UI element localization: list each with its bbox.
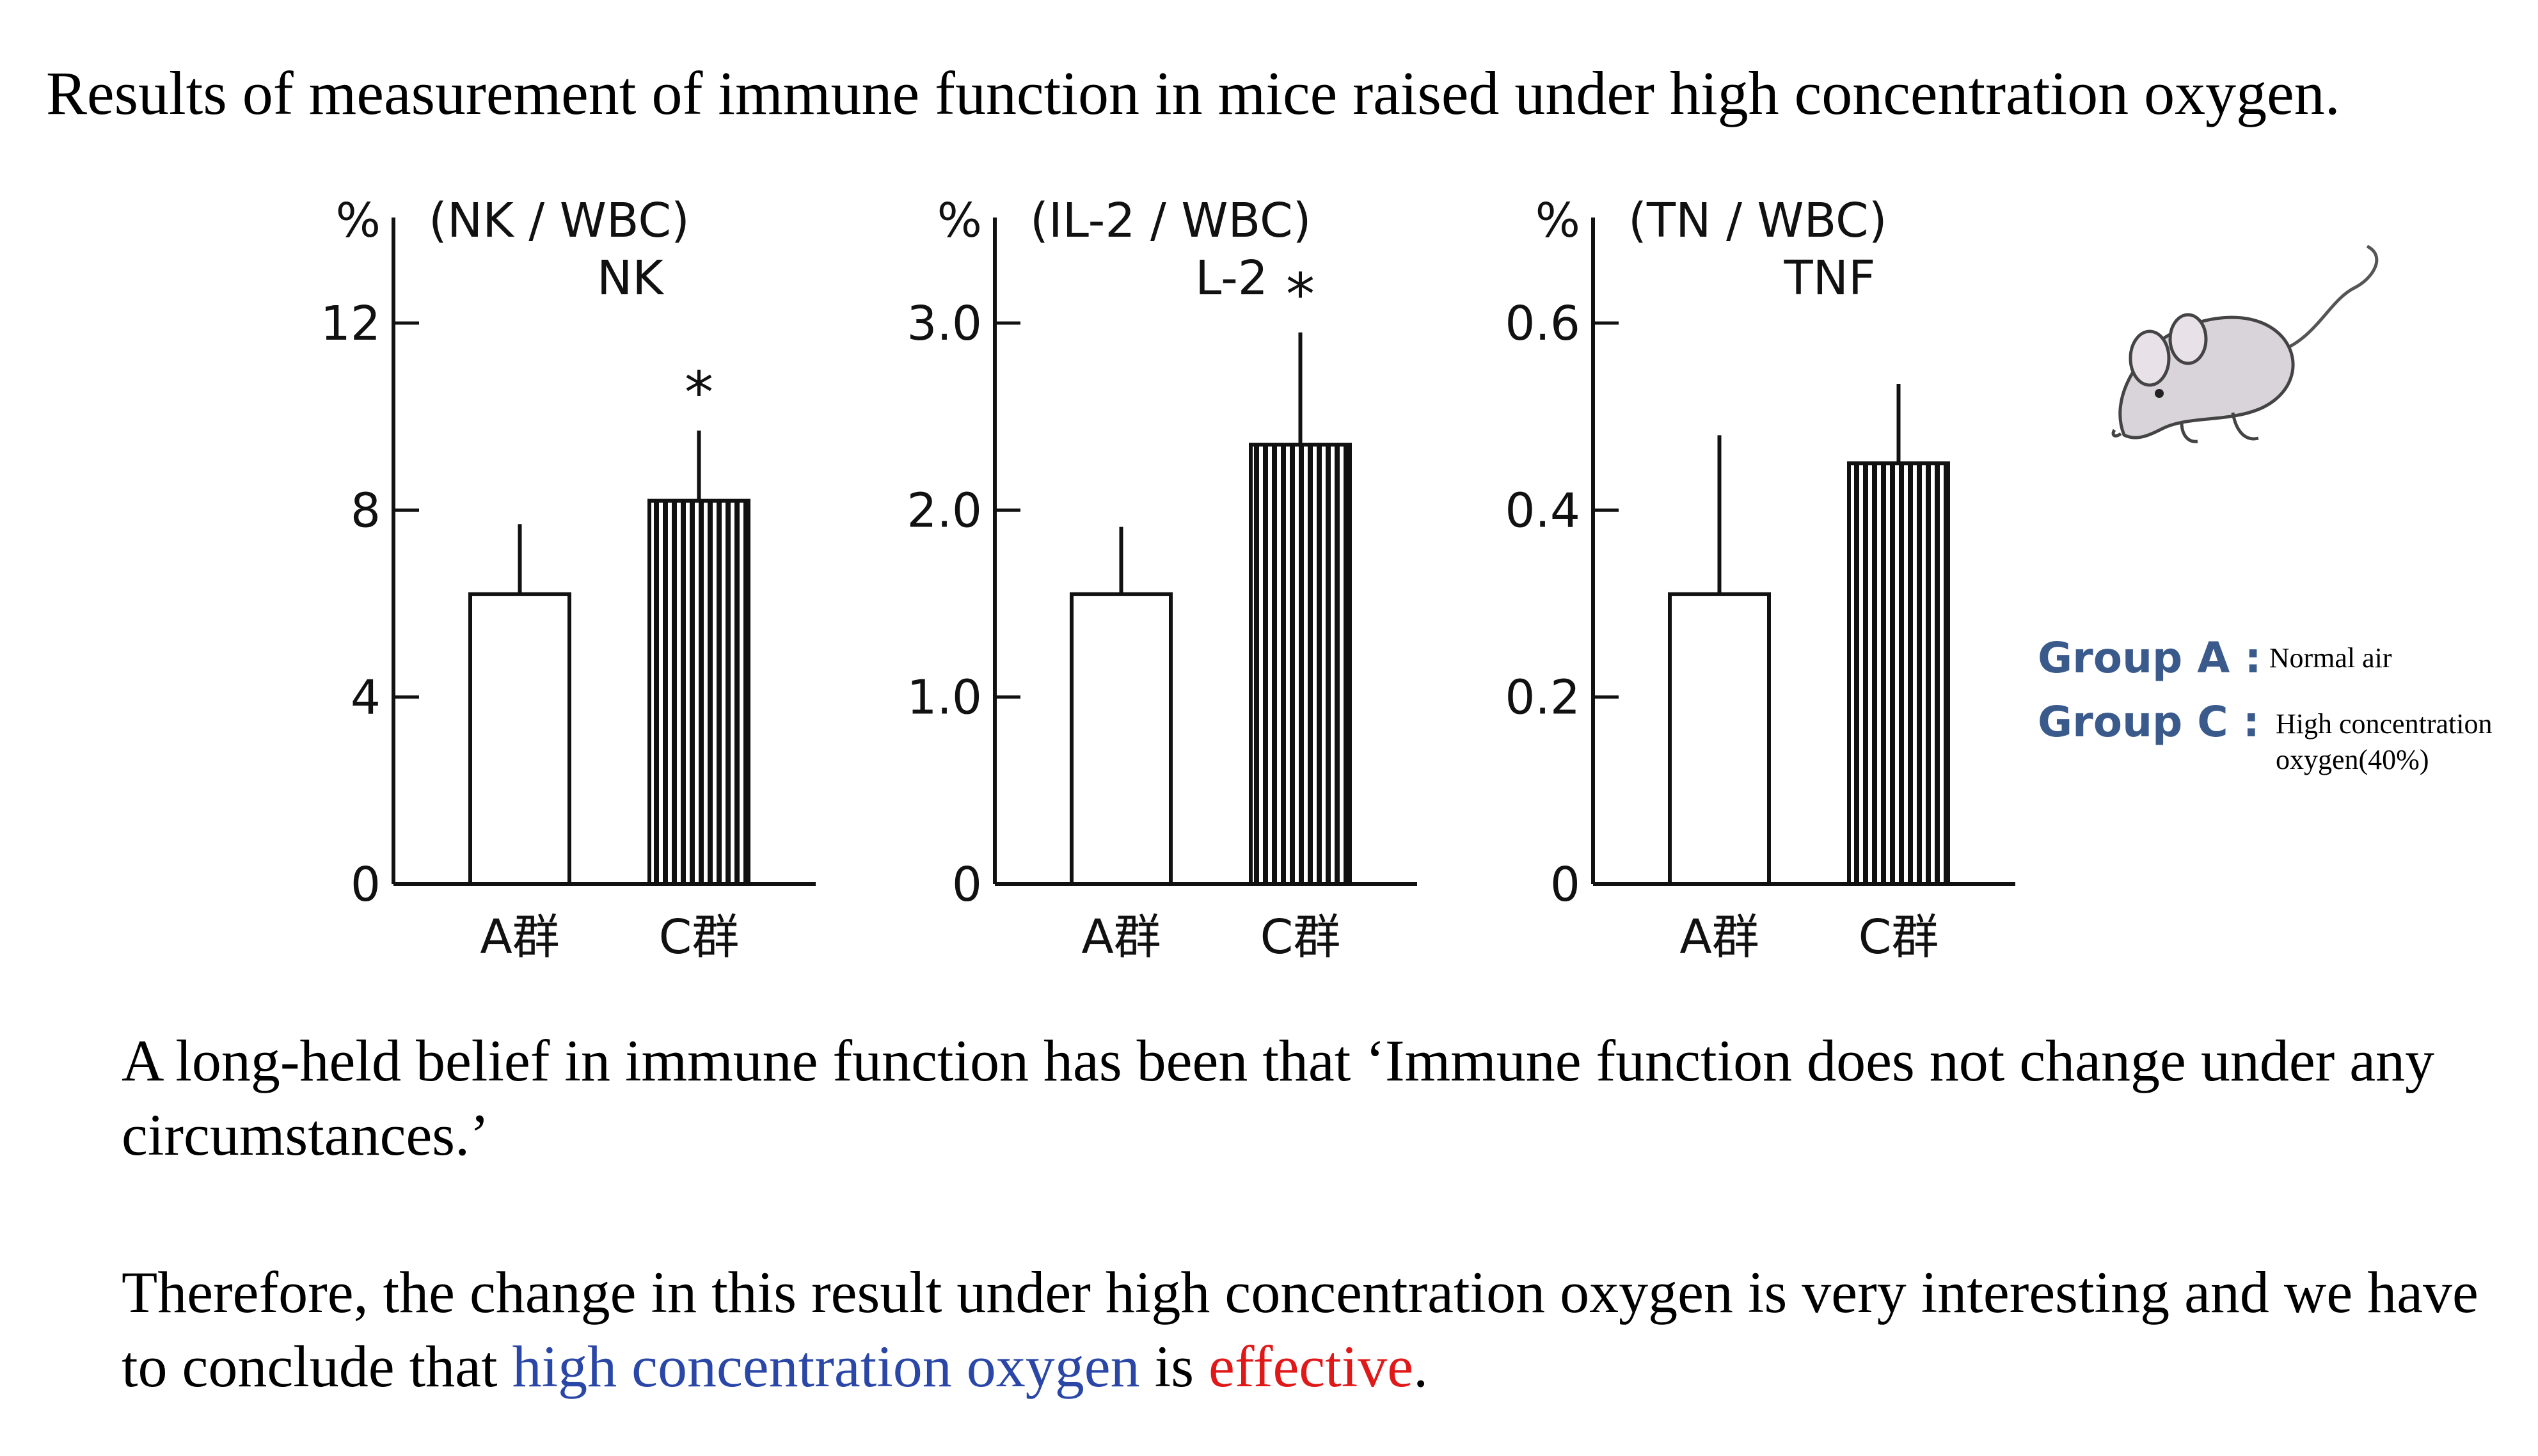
chart-panel-1: 0 4 8 12% (NK / WBC)NK A群 * C群 bbox=[321, 193, 816, 965]
page-title: Results of measurement of immune functio… bbox=[46, 59, 2340, 127]
x-tick-label: A群 bbox=[1081, 910, 1161, 965]
bar-group-c bbox=[1249, 443, 1352, 886]
paragraph-conclusion: Therefore, the change in this result und… bbox=[122, 1255, 2489, 1404]
y-tick-label: 0.2 bbox=[1505, 670, 1580, 725]
y-tick-label: 4 bbox=[351, 670, 381, 725]
x-tick-label: A群 bbox=[480, 910, 560, 965]
y-tick-label: 0.4 bbox=[1505, 483, 1580, 538]
paragraph-conclusion-middle: is bbox=[1139, 1334, 1209, 1399]
y-unit-label: % bbox=[336, 193, 381, 248]
paragraph-conclusion-text: Therefore, the change in this result und… bbox=[122, 1260, 2479, 1399]
legend-group-c-label: Group C : bbox=[2038, 697, 2260, 747]
bar-group-c bbox=[647, 498, 750, 886]
chart-title: L-2 bbox=[1195, 251, 1268, 306]
bar-group-a bbox=[1668, 592, 1771, 887]
mouse-leg-front bbox=[2180, 422, 2198, 443]
mouse-ear-left bbox=[2129, 329, 2171, 387]
chart-panel-3: 0 0.2 0.4 0.6% (TN / WBC)TNF A群 C群 bbox=[1505, 193, 2015, 965]
bar-group-c bbox=[1847, 461, 1950, 886]
mouse-eye bbox=[2155, 389, 2164, 398]
legend-group-a-label: Group A : bbox=[2038, 633, 2262, 683]
significance-marker: * bbox=[1286, 262, 1315, 329]
legend-group-c-value: High concentration oxygen(40%) bbox=[2276, 706, 2492, 778]
mouse-tail bbox=[2277, 244, 2379, 354]
mouse-nose bbox=[2111, 429, 2122, 438]
highlight-high-concentration-oxygen: high concentration oxygen bbox=[512, 1334, 1140, 1399]
legend-group-a-value: Normal air bbox=[2269, 642, 2392, 674]
y-axis-label: (TN / WBC) bbox=[1628, 193, 1887, 248]
y-tick-label: 8 bbox=[351, 483, 381, 538]
y-tick-label: 0 bbox=[351, 857, 381, 912]
chart-title: TNF bbox=[1783, 251, 1875, 306]
mouse-illustration bbox=[2111, 244, 2379, 443]
x-tick-label: C群 bbox=[1260, 910, 1341, 965]
paragraph-conclusion-suffix: . bbox=[1413, 1334, 1429, 1399]
bar-group-a bbox=[468, 592, 571, 887]
y-axis-label: (NK / WBC) bbox=[429, 193, 690, 248]
y-tick-label: 0 bbox=[952, 857, 982, 912]
y-axis-label: (IL-2 / WBC) bbox=[1030, 193, 1312, 248]
legend-group-c-value-line2: oxygen(40%) bbox=[2276, 744, 2429, 775]
mouse-leg-back bbox=[2231, 412, 2259, 441]
legend-group-a: Group A : Normal air bbox=[2038, 633, 2392, 683]
x-tick-label: C群 bbox=[659, 910, 740, 965]
mouse-ear-right bbox=[2168, 313, 2208, 365]
chart-title: NK bbox=[597, 251, 665, 306]
x-tick-label: A群 bbox=[1679, 910, 1759, 965]
y-tick-label: 0.6 bbox=[1505, 296, 1580, 351]
legend-group-c: Group C : bbox=[2038, 697, 2260, 747]
legend-group-c-value-line1: High concentration bbox=[2276, 708, 2493, 740]
y-unit-label: % bbox=[937, 193, 982, 248]
significance-marker: * bbox=[685, 360, 713, 427]
highlight-effective: effective bbox=[1209, 1334, 1414, 1399]
y-unit-label: % bbox=[1535, 193, 1580, 248]
y-tick-label: 2.0 bbox=[907, 483, 982, 538]
paragraph-belief: A long-held belief in immune function ha… bbox=[122, 1028, 2435, 1167]
y-tick-label: 1.0 bbox=[907, 670, 982, 725]
chart-panel-2: 0 1.0 2.0 3.0% (IL-2 / WBC)L-2 A群 * C群 bbox=[907, 193, 1417, 965]
y-tick-label: 3.0 bbox=[907, 296, 982, 351]
x-tick-label: C群 bbox=[1859, 910, 1939, 965]
y-tick-label: 0 bbox=[1550, 857, 1580, 912]
charts-area: 0 4 8 12% (NK / WBC)NK A群 * C群 0 1.0 2.0 3.0% (IL-2 … bbox=[321, 193, 2015, 965]
bar-group-a bbox=[1070, 592, 1173, 887]
y-tick-label: 12 bbox=[321, 296, 381, 351]
